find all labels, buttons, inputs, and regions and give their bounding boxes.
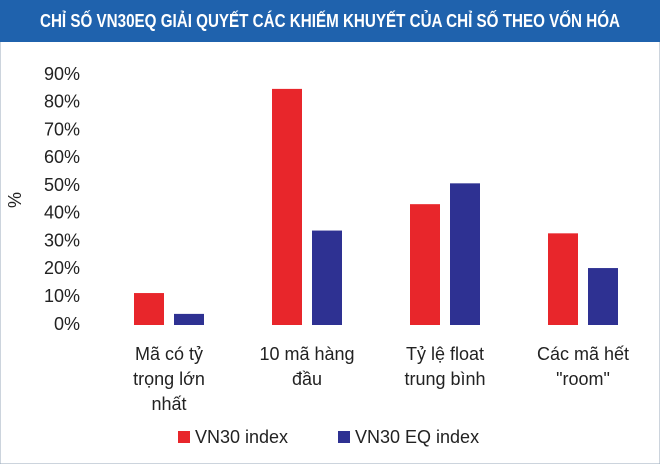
x-tick-label: trung bình bbox=[404, 369, 485, 389]
bar bbox=[134, 293, 164, 325]
y-tick-label: 50% bbox=[44, 175, 80, 195]
x-tick-label: nhất bbox=[151, 394, 186, 414]
title-banner bbox=[0, 0, 660, 42]
y-tick-label: 70% bbox=[44, 119, 80, 139]
legend-label: VN30 EQ index bbox=[355, 427, 479, 447]
y-tick-label: 20% bbox=[44, 258, 80, 278]
bar bbox=[450, 183, 480, 325]
x-tick-label: "room" bbox=[556, 369, 610, 389]
x-tick-label: đầu bbox=[292, 369, 322, 389]
y-tick-label: 30% bbox=[44, 230, 80, 250]
x-tick-label: Tỷ lệ float bbox=[406, 344, 484, 364]
y-tick-label: 10% bbox=[44, 286, 80, 306]
x-tick-label: trọng lớn bbox=[133, 369, 205, 389]
y-tick-label: 60% bbox=[44, 147, 80, 167]
y-axis-label: % bbox=[5, 192, 25, 208]
legend-label: VN30 index bbox=[195, 427, 288, 447]
bar bbox=[548, 233, 578, 325]
chart-title: CHỈ SỐ VN30EQ GIẢI QUYẾT CÁC KHIẾM KHUYẾ… bbox=[40, 10, 620, 31]
y-tick-label: 40% bbox=[44, 203, 80, 223]
y-tick-label: 90% bbox=[44, 64, 80, 84]
bar bbox=[272, 88, 302, 325]
y-tick-label: 0% bbox=[54, 314, 80, 334]
x-tick-label: Mã có tỷ bbox=[135, 344, 203, 364]
bar bbox=[588, 268, 618, 325]
bar bbox=[410, 204, 440, 325]
x-tick-label: 10 mã hàng bbox=[259, 344, 354, 364]
bar bbox=[174, 313, 204, 325]
x-tick-label: Các mã hết bbox=[537, 344, 629, 364]
bar bbox=[312, 230, 342, 325]
y-tick-label: 80% bbox=[44, 92, 80, 112]
legend-swatch bbox=[178, 431, 190, 443]
legend-swatch bbox=[338, 431, 350, 443]
